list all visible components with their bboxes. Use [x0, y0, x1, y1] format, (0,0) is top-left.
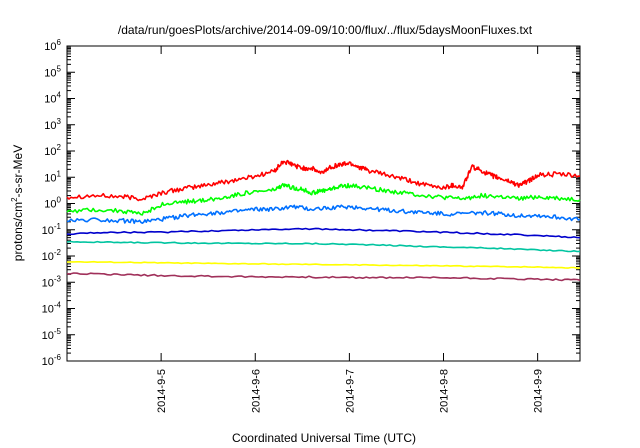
y-axis-label: protons/cm2-s-sr-MeV [10, 145, 25, 261]
y-tick-label: 106 [44, 38, 61, 53]
y-tick-label: 105 [44, 64, 61, 79]
chart-title: /data/run/goesPlots/archive/2014-09-09/1… [118, 23, 533, 37]
y-tick-label: 10-5 [42, 327, 62, 342]
y-tick-label: 10-2 [42, 248, 62, 263]
x-tick-label: 2014-9-9 [533, 369, 545, 413]
y-tick-label: 101 [44, 169, 61, 184]
x-tick-label: 2014-9-6 [250, 369, 262, 413]
y-tick-label: 10-6 [42, 353, 62, 368]
y-tick-label: 102 [44, 143, 61, 158]
series-line [66, 260, 581, 270]
x-axis-label: Coordinated Universal Time (UTC) [232, 431, 416, 445]
y-axis-ticks: 10-6 10-5 10-4 10-3 10-2 10-1 100 101 102 103 104 1… [42, 38, 580, 368]
y-tick-label: 10-1 [42, 222, 62, 237]
y-tick-label: 104 [44, 91, 61, 106]
series-line [66, 227, 581, 239]
series-line [66, 272, 581, 282]
y-tick-label: 10-4 [42, 301, 62, 316]
x-tick-label: 2014-9-7 [344, 369, 356, 413]
plot-frame [66, 45, 581, 362]
y-tick-label: 100 [44, 196, 61, 211]
y-tick-label: 10-3 [42, 274, 62, 289]
series-line [66, 159, 581, 202]
x-tick-label: 2014-9-5 [156, 369, 168, 413]
series-line [66, 204, 581, 225]
x-axis-ticks: 2014-9-5 2014-9-6 2014-9-7 2014-9-8 2014-9-9 [156, 46, 545, 413]
y-tick-label: 103 [44, 117, 61, 132]
x-tick-label: 2014-9-8 [439, 369, 451, 413]
series-line [66, 240, 581, 253]
series-line [66, 182, 581, 216]
series-group [66, 159, 581, 282]
